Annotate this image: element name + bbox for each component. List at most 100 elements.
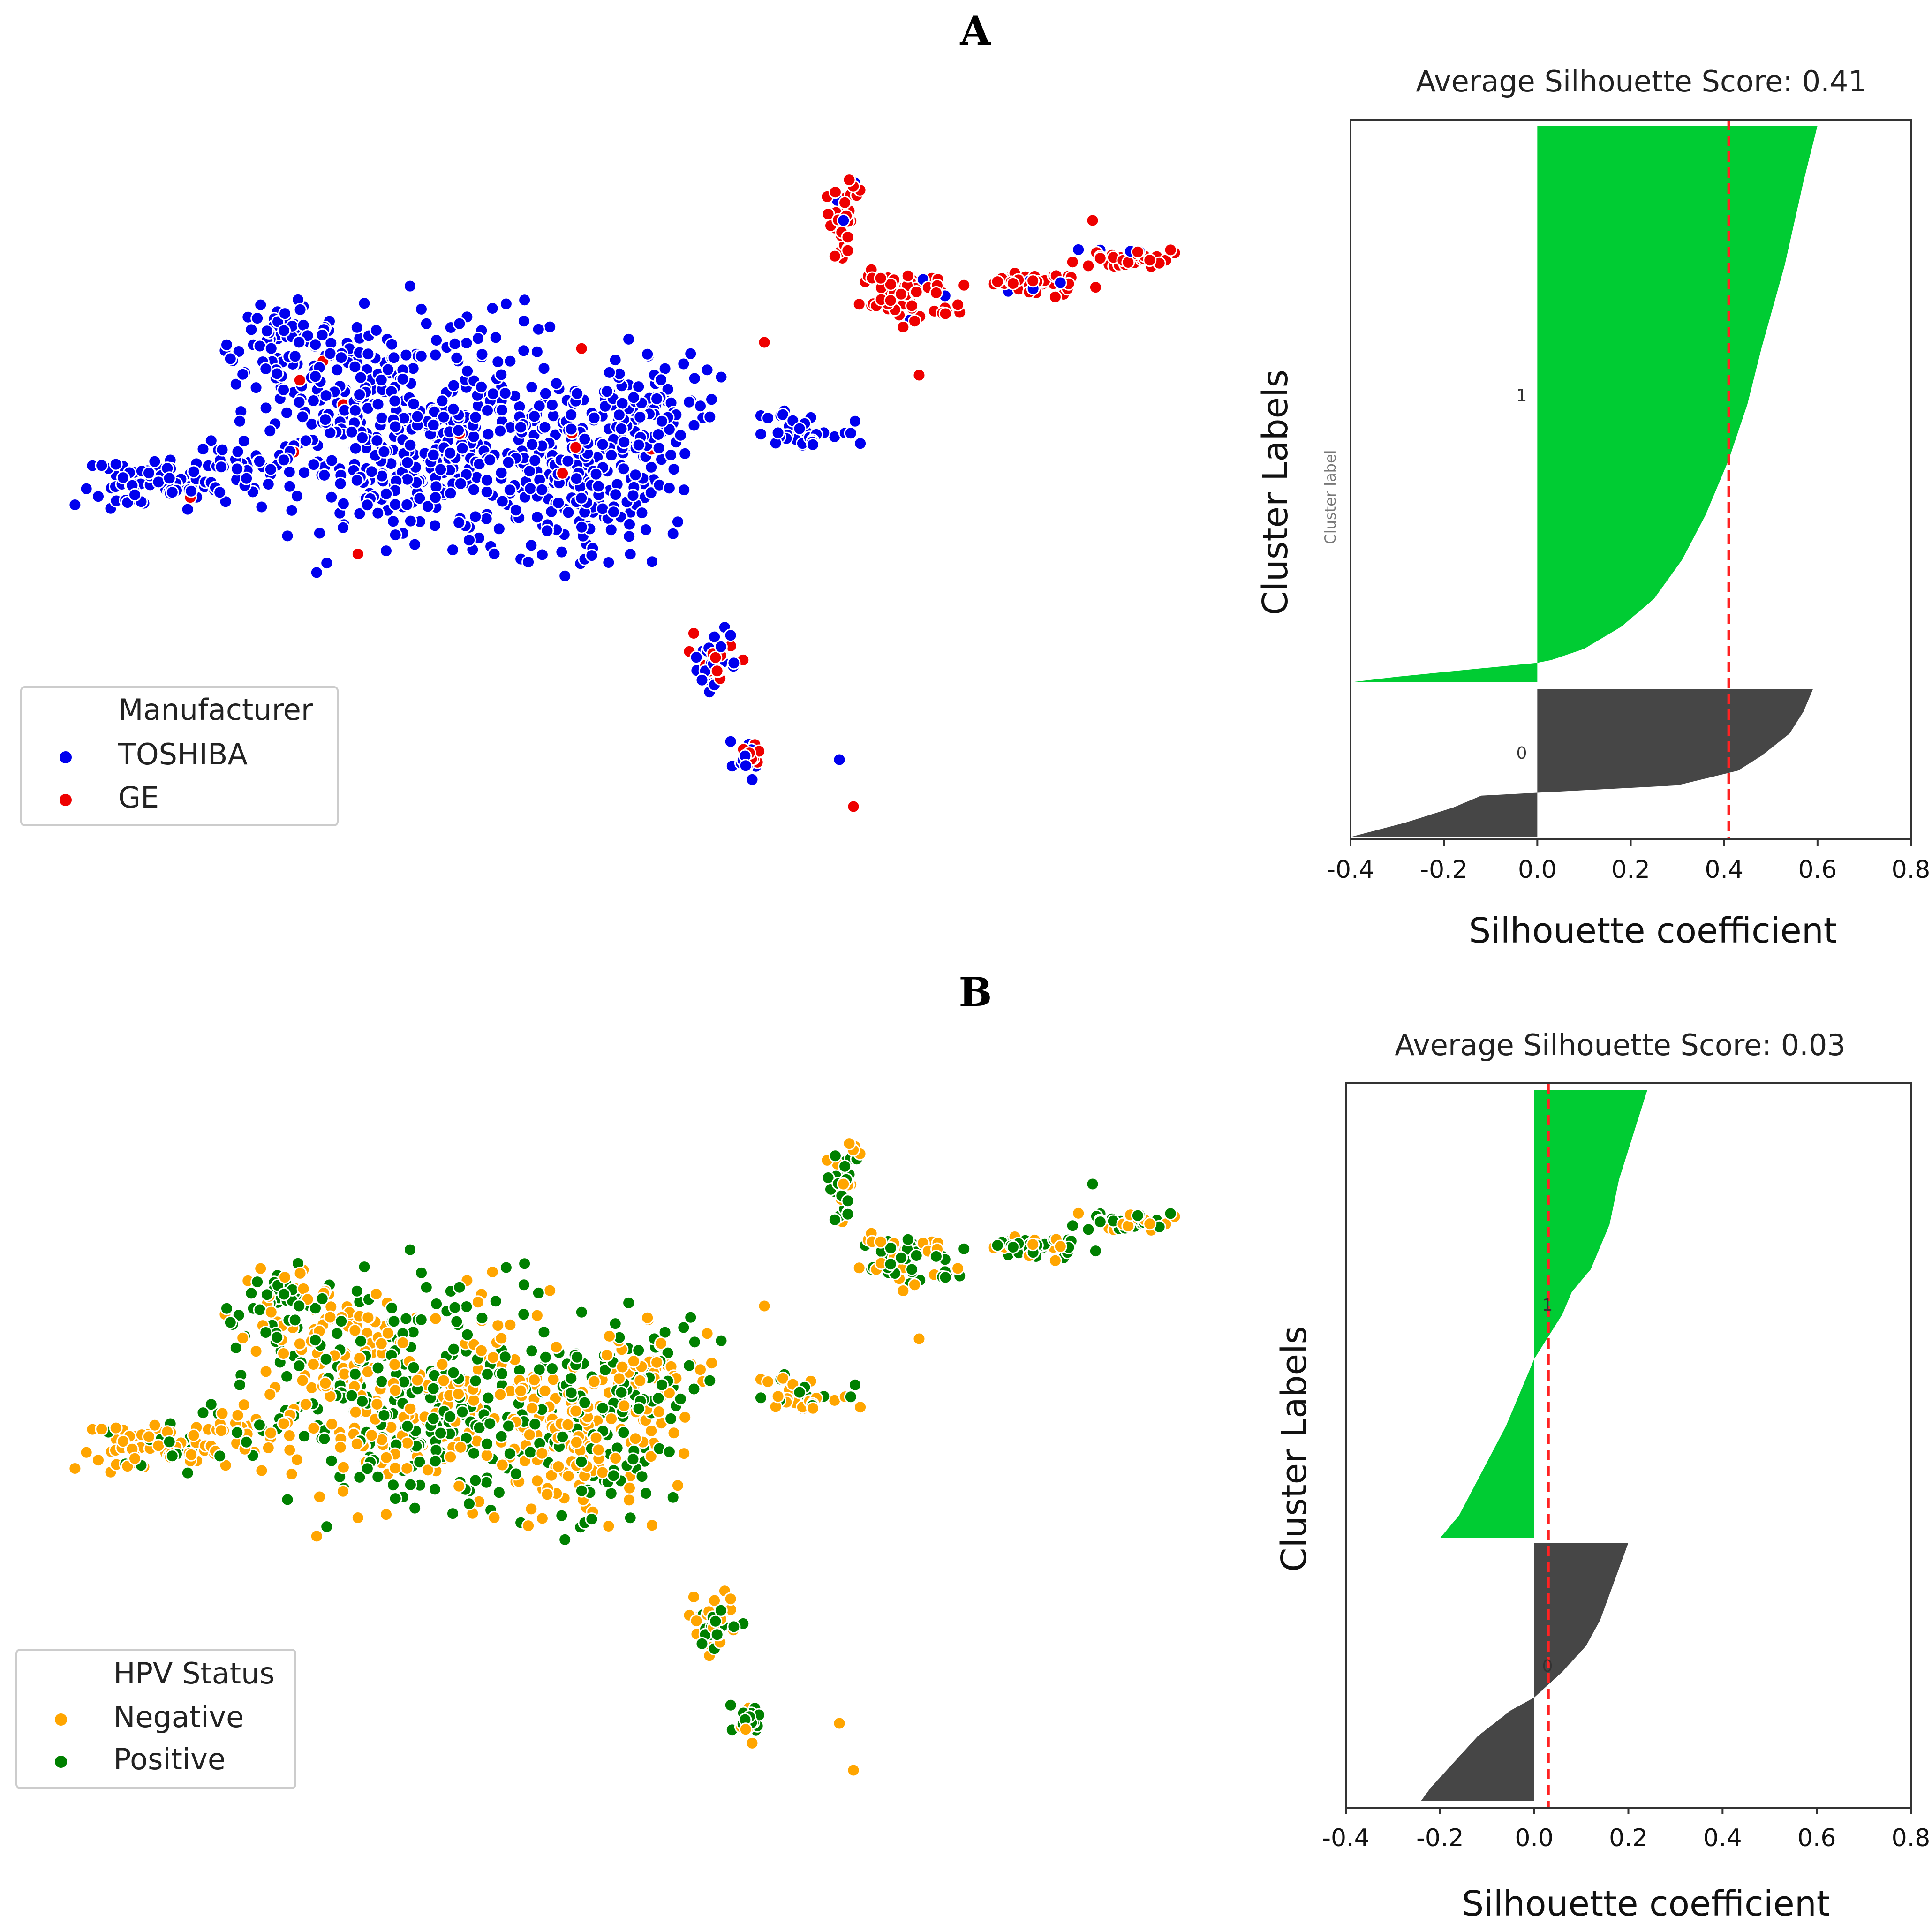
scatter-plot-hpv-status <box>68 1137 1182 1777</box>
scatter-point <box>569 472 583 486</box>
scatter-point <box>650 392 664 406</box>
scatter-point <box>486 387 500 401</box>
scatter-point <box>574 1484 589 1498</box>
scatter-point <box>517 1307 531 1321</box>
scatter-point <box>410 1373 424 1387</box>
scatter-point <box>623 1511 637 1525</box>
scatter-point <box>415 302 428 316</box>
scatter-point <box>544 1468 558 1482</box>
scatter-point <box>551 496 566 510</box>
scatter-point <box>644 460 658 474</box>
scatter-plot-manufacturer <box>68 173 1182 814</box>
scatter-point <box>280 529 294 543</box>
scatter-point <box>430 1297 444 1311</box>
scatter-point <box>635 1470 649 1484</box>
scatter-point <box>285 1467 299 1481</box>
scatter-point <box>684 347 698 361</box>
scatter-point <box>400 455 415 469</box>
scatter-point <box>468 510 483 524</box>
scatter-point <box>578 432 592 446</box>
cluster-label-1: 1 <box>1517 386 1527 405</box>
scatter-point <box>622 1493 636 1507</box>
scatter-point <box>280 1493 294 1507</box>
scatter-point <box>990 275 1004 289</box>
scatter-point <box>724 628 738 642</box>
scatter-point <box>315 328 329 342</box>
x-tick-label: -0.4 <box>1327 856 1374 884</box>
scatter-point <box>353 1470 367 1484</box>
scatter-point <box>585 549 599 563</box>
scatter-point <box>485 1265 499 1279</box>
legend-label-ge: GE <box>118 780 159 815</box>
scatter-point <box>277 383 291 397</box>
scatter-point <box>745 1736 759 1750</box>
scatter-point <box>525 1401 539 1415</box>
scatter-point <box>128 1451 142 1465</box>
scatter-point <box>521 555 536 569</box>
scatter-point <box>312 526 326 540</box>
scatter-point <box>957 1242 971 1256</box>
scatter-point <box>695 1637 709 1651</box>
silhouette-cluster-1 <box>1351 126 1818 682</box>
scatter-point <box>293 1337 307 1351</box>
scatter-point <box>492 522 506 536</box>
scatter-point <box>727 1620 741 1634</box>
scatter-point <box>261 1441 275 1455</box>
scatter-point <box>309 1333 322 1347</box>
scatter-point <box>842 1137 856 1151</box>
scatter-point <box>632 438 646 452</box>
scatter-point <box>361 1311 375 1325</box>
scatter-point <box>1081 1223 1095 1237</box>
scatter-point <box>846 800 860 814</box>
scatter-point <box>491 1319 505 1333</box>
scatter-point <box>671 1479 685 1493</box>
scatter-point <box>400 1461 414 1475</box>
x-tick-label: 0.8 <box>1892 1824 1931 1852</box>
scatter-point <box>360 498 374 512</box>
scatter-point <box>626 489 640 503</box>
cluster-label-0: 0 <box>1542 1657 1553 1676</box>
scatter-point <box>682 1358 696 1373</box>
scatter-point <box>689 650 703 664</box>
scatter-point <box>214 460 228 474</box>
scatter-point <box>641 347 655 361</box>
scatter-point <box>250 311 264 325</box>
scatter-point <box>503 1318 517 1332</box>
scatter-point <box>570 1350 584 1364</box>
scatter-point <box>479 1475 493 1489</box>
scatter-point <box>467 1393 481 1407</box>
scatter-point <box>518 1257 532 1271</box>
scatter-point <box>513 420 528 434</box>
scatter-point <box>233 414 247 428</box>
silhouette-title: Average Silhouette Score: 0.41 <box>1416 64 1867 98</box>
legend-marker-toshiba <box>60 751 72 763</box>
scatter-point <box>662 1445 676 1459</box>
scatter-point <box>912 1332 926 1346</box>
scatter-point <box>467 430 481 444</box>
scatter-point <box>556 466 570 480</box>
scatter-point <box>612 408 626 422</box>
scatter-point <box>348 403 362 417</box>
scatter-point <box>525 438 539 452</box>
scatter-point <box>480 1437 494 1451</box>
x-tick-label: 0.4 <box>1703 1824 1742 1852</box>
scatter-point <box>400 1419 415 1433</box>
scatter-point <box>429 491 442 505</box>
scatter-point <box>95 1422 109 1436</box>
scatter-point <box>528 1417 542 1431</box>
scatter-point <box>187 1428 201 1442</box>
scatter-point <box>240 1435 254 1449</box>
silhouette-cluster-0 <box>1351 689 1813 837</box>
scatter-point <box>558 569 572 583</box>
scatter-point <box>540 1487 554 1502</box>
scatter-point <box>574 1305 589 1319</box>
scatter-point <box>377 1408 391 1422</box>
scatter-point <box>662 481 676 495</box>
scatter-point <box>651 1391 665 1405</box>
scatter-point <box>252 454 266 468</box>
scatter-point <box>550 1340 563 1354</box>
scatter-point <box>1048 1253 1062 1268</box>
scatter-point <box>278 307 292 321</box>
scatter-point <box>626 1452 640 1466</box>
scatter-point <box>369 324 383 337</box>
